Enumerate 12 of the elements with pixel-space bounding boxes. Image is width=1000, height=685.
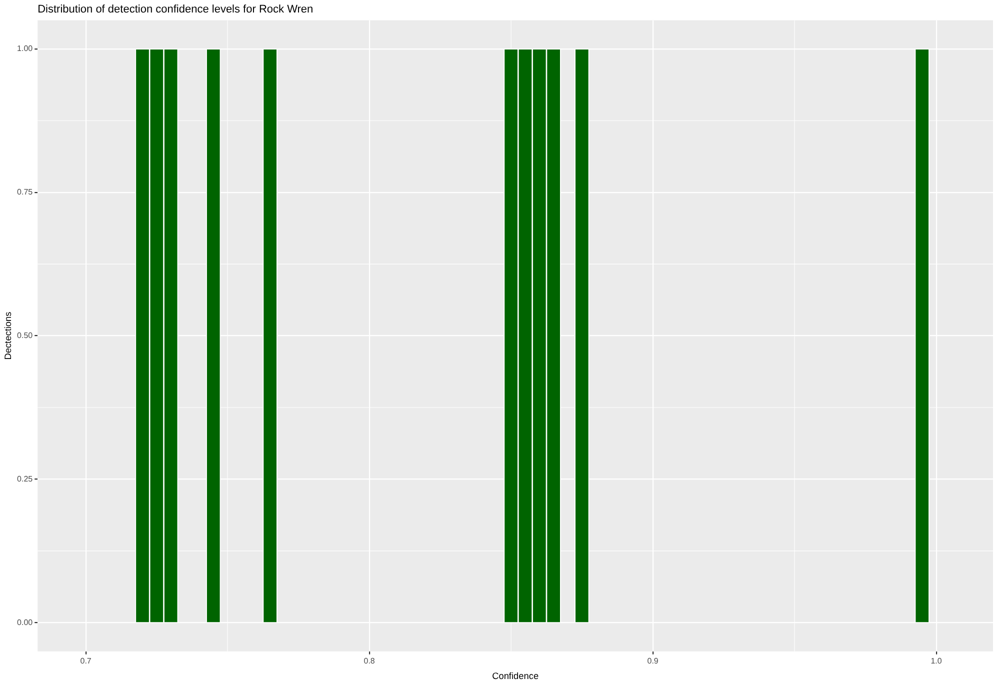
y-tick-label: 0.75 [17,188,34,197]
x-tick-label: 1.0 [930,656,942,666]
y-tick-label: 0.00 [17,618,34,627]
x-axis-title: Confidence [492,671,539,682]
y-tick-label: 0.25 [17,474,34,484]
x-tick-label: 0.9 [647,656,659,666]
x-tick-label: 0.7 [80,656,92,666]
y-axis-title: Dectections [3,311,14,360]
chart-title: Distribution of detection confidence levels for Rock Wren [38,4,314,16]
y-tick-label: 1.00 [17,44,34,54]
y-tick-label: 0.50 [17,330,34,340]
x-tick-label: 0.8 [364,656,376,666]
